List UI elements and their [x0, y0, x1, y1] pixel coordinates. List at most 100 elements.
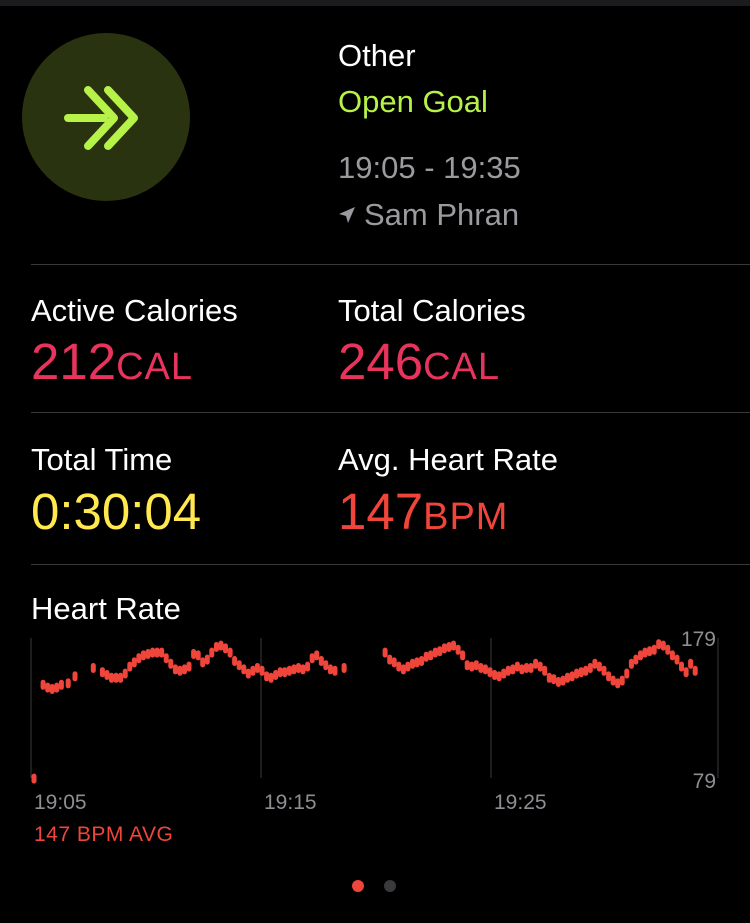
heart-rate-point [209, 647, 215, 658]
location-name: Sam Phran [364, 197, 520, 232]
total-time-value: 0:30:04 [31, 483, 202, 540]
heart-rate-point [537, 661, 543, 672]
heart-rate-point [482, 664, 488, 675]
heart-rate-point [268, 672, 274, 683]
heart-rate-point [574, 668, 580, 679]
heart-rate-point [341, 663, 347, 673]
heart-rate-point [514, 661, 520, 672]
workout-type: Other [338, 38, 416, 73]
heart-rate-point [332, 665, 338, 676]
heart-rate-point [455, 644, 461, 655]
heart-rate-point [487, 667, 493, 678]
avg-heart-rate-unit: BPM [423, 496, 509, 538]
heart-rate-point [277, 667, 283, 678]
heart-rate-point [451, 640, 456, 651]
heart-rate-point [469, 661, 475, 672]
heart-rate-point [90, 663, 96, 673]
heart-rate-point [560, 675, 566, 686]
heart-rate-point [232, 656, 238, 666]
heart-rate-point [587, 663, 593, 673]
heart-rate-point [264, 671, 270, 682]
heart-rate-point [186, 661, 192, 672]
heart-rate-point [172, 664, 178, 675]
heart-rate-point [565, 672, 570, 683]
heart-rate-point [309, 653, 315, 664]
heart-rate-point [542, 665, 548, 676]
heart-rate-point [150, 647, 156, 658]
heart-rate-point [259, 665, 265, 676]
heart-rate-point [400, 664, 406, 675]
heart-rate-point [318, 656, 324, 666]
heart-rate-point [291, 664, 297, 675]
heart-rate-point [305, 661, 311, 672]
heart-rate-point [122, 668, 128, 679]
heart-rate-point [282, 667, 288, 678]
x-tick-label: 19:15 [264, 791, 317, 814]
heart-rate-point [492, 670, 498, 680]
heart-rate-point [610, 675, 616, 686]
total-calories-unit: CAL [423, 346, 501, 388]
heart-rate-point [250, 665, 256, 676]
active-calories-value: 212CAL [31, 336, 193, 387]
total-time-label: Total Time [31, 442, 173, 477]
heart-rate-average: 147 BPM AVG [34, 823, 174, 846]
divider [31, 564, 750, 565]
heart-rate-point [423, 651, 429, 662]
heart-rate-point [218, 640, 224, 651]
heart-rate-point [118, 672, 124, 683]
heart-rate-point [496, 671, 502, 682]
heart-rate-point [236, 660, 242, 671]
heart-rate-point [414, 657, 420, 668]
heart-rate-point [501, 668, 507, 679]
heart-rate-point [683, 667, 689, 678]
total-calories-number: 246 [338, 333, 424, 390]
heart-rate-point [464, 660, 470, 671]
heart-rate-point [432, 647, 438, 658]
heart-rate-point [505, 665, 511, 676]
workout-goal: Open Goal [338, 84, 488, 119]
heart-rate-point [223, 643, 228, 654]
x-tick-label: 19:25 [494, 791, 547, 814]
heart-rate-point [628, 658, 634, 669]
heart-rate-point [555, 677, 561, 687]
location-arrow-icon [339, 206, 355, 223]
heart-rate-point [54, 682, 60, 693]
heart-rate-point [692, 665, 698, 676]
heart-rate-point [688, 658, 694, 669]
heart-rate-point [177, 665, 183, 676]
heart-rate-point [437, 646, 443, 657]
heart-rate-point [473, 660, 479, 671]
heart-rate-point [227, 647, 233, 658]
heart-rate-point [583, 665, 589, 676]
heart-rate-point [109, 672, 114, 683]
heart-rate-point [391, 657, 397, 668]
heart-rate-point [65, 678, 71, 689]
double-chevron-right-icon [64, 86, 138, 150]
heart-rate-point [633, 654, 639, 665]
heart-rate-point [596, 661, 602, 672]
heart-rate-point [159, 647, 165, 658]
heart-rate-point [578, 667, 584, 678]
heart-rate-point [213, 642, 219, 652]
x-tick-label: 19:05 [34, 791, 87, 814]
heart-rate-point [624, 668, 630, 679]
heart-rate-point [323, 660, 329, 671]
active-calories-number: 212 [31, 333, 117, 390]
heart-rate-point [478, 663, 484, 673]
heart-rate-point [204, 654, 210, 665]
heart-rate-chart: 19:05 19:15 19:25 179 79 [30, 630, 719, 814]
page-dot-active[interactable] [352, 880, 364, 892]
heart-rate-point [195, 650, 201, 661]
heart-rate-point [592, 658, 598, 669]
heart-rate-point [127, 661, 133, 672]
heart-rate-point [254, 663, 260, 673]
heart-rate-point [528, 663, 534, 673]
avg-heart-rate-number: 147 [338, 483, 424, 540]
heart-rate-point [619, 675, 625, 686]
heart-rate-point [524, 663, 529, 673]
page-dot[interactable] [384, 880, 396, 892]
heart-rate-point [45, 682, 51, 693]
heart-rate-point [638, 650, 643, 661]
heart-rate-point [569, 671, 575, 682]
heart-rate-point [99, 667, 105, 678]
